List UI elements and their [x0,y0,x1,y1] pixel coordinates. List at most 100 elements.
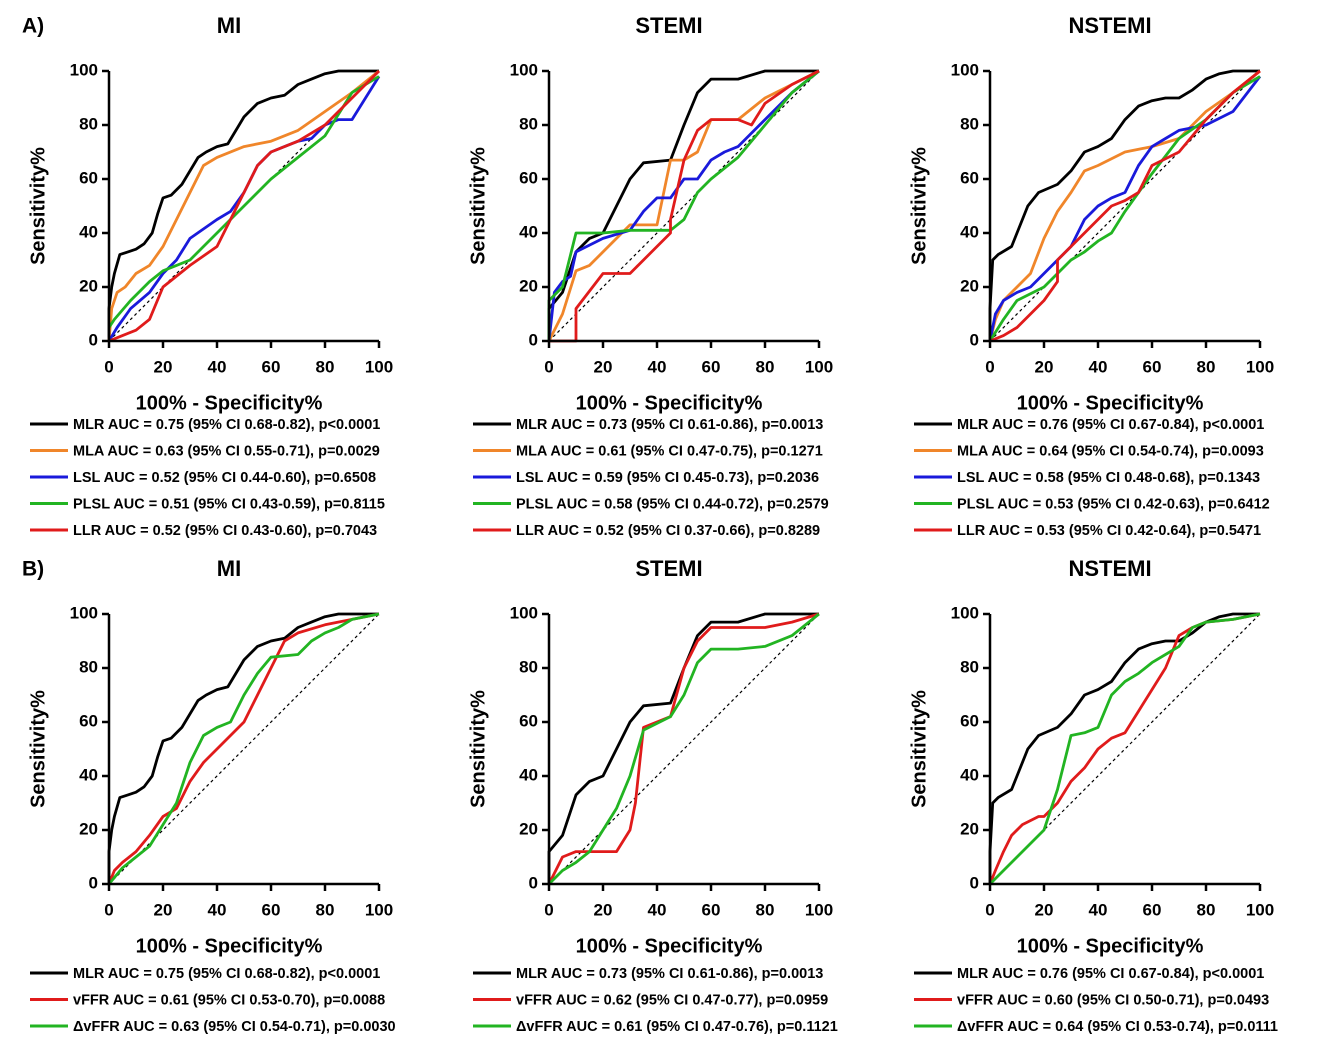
legend-label: vFFR AUC = 0.61 (95% CI 0.53-0.70), p=0.… [73,992,385,1008]
legend-label: MLR AUC = 0.75 (95% CI 0.68-0.82), p<0.0… [73,417,380,433]
x-tick-label: 0 [104,900,113,919]
panel-label: A) [22,15,44,38]
roc-curve [107,612,379,884]
y-tick-label: 60 [79,168,98,187]
y-axis-label: Sensitivity% [467,147,489,265]
y-axis-label: Sensitivity% [908,147,930,265]
y-tick-label: 100 [951,603,979,622]
x-tick-label: 100 [805,357,833,376]
roc-curve [107,75,380,329]
legend-label: LSL AUC = 0.58 (95% CI 0.48-0.68), p=0.1… [957,470,1260,486]
y-tick-label: 40 [519,765,538,784]
x-axis-label: 100% - Specificity% [136,935,323,957]
chart-title: NSTEMI [1068,13,1151,38]
reference-line [989,70,1261,342]
x-tick-label: 0 [544,900,553,919]
legend-label: LLR AUC = 0.52 (95% CI 0.37-0.66), p=0.8… [516,523,820,539]
y-tick-label: 100 [951,60,979,79]
reference-line [108,613,380,885]
roc-curve [989,69,1261,343]
legend-label: LLR AUC = 0.53 (95% CI 0.42-0.64), p=0.5… [957,523,1261,539]
x-axis-label: 100% - Specificity% [1017,935,1204,957]
y-tick-label: 20 [519,276,538,295]
x-tick-label: 100 [1246,900,1274,919]
roc-curve [547,69,820,342]
roc-curve [547,612,820,885]
y-tick-label: 20 [79,819,98,838]
x-tick-label: 60 [1143,357,1162,376]
legend-label: MLR AUC = 0.73 (95% CI 0.61-0.86), p=0.0… [516,417,823,433]
x-axis-label: 100% - Specificity% [1017,392,1204,414]
x-tick-label: 20 [154,900,173,919]
reference-line [548,70,820,342]
y-tick-label: 40 [519,222,538,241]
y-tick-label: 0 [970,330,979,349]
chart-title: MI [217,556,241,581]
legend-label: MLA AUC = 0.64 (95% CI 0.54-0.74), p=0.0… [957,443,1264,459]
chart-title: STEMI [635,13,702,38]
chart-title: MI [217,13,241,38]
roc-curve [547,612,819,884]
y-tick-label: 20 [79,276,98,295]
legend-label: PLSL AUC = 0.53 (95% CI 0.42-0.63), p=0.… [957,496,1270,512]
y-tick-label: 60 [519,168,538,187]
roc-curve [107,612,380,885]
x-tick-label: 0 [544,357,553,376]
x-tick-label: 60 [262,900,281,919]
x-tick-label: 100 [1246,357,1274,376]
x-tick-label: 60 [1143,900,1162,919]
legend-label: LSL AUC = 0.52 (95% CI 0.44-0.60), p=0.6… [73,470,376,486]
x-tick-label: 80 [756,357,775,376]
chart-title: STEMI [635,556,702,581]
x-tick-label: 100 [365,357,393,376]
y-tick-label: 60 [79,711,98,730]
roc-curve [107,69,379,341]
x-tick-label: 0 [985,357,994,376]
y-tick-label: 40 [79,765,98,784]
x-tick-label: 60 [702,900,721,919]
roc-curve [107,612,380,885]
x-axis-label: 100% - Specificity% [576,392,763,414]
chart-title: NSTEMI [1068,556,1151,581]
x-tick-label: 40 [208,900,227,919]
x-axis-label: 100% - Specificity% [136,392,323,414]
legend-label: PLSL AUC = 0.51 (95% CI 0.43-0.59), p=0.… [73,496,385,512]
x-tick-label: 40 [1089,357,1108,376]
y-axis-label: Sensitivity% [27,147,49,265]
y-tick-label: 0 [529,873,538,892]
y-tick-label: 0 [529,330,538,349]
roc-curve [549,69,820,343]
x-tick-label: 40 [208,357,227,376]
y-tick-label: 0 [89,873,98,892]
legend-label: LLR AUC = 0.52 (95% CI 0.43-0.60), p=0.7… [73,523,377,539]
legend-label: MLA AUC = 0.63 (95% CI 0.55-0.71), p=0.0… [73,443,380,459]
legend-label: vFFR AUC = 0.62 (95% CI 0.47-0.77), p=0.… [516,992,828,1008]
y-axis-label: Sensitivity% [467,690,489,808]
y-tick-label: 40 [960,222,979,241]
x-tick-label: 80 [316,900,335,919]
x-tick-label: 80 [1197,357,1216,376]
y-tick-label: 100 [510,603,538,622]
x-tick-label: 80 [756,900,775,919]
y-tick-label: 60 [519,711,538,730]
x-tick-label: 60 [262,357,281,376]
roc-curve [547,69,820,342]
roc-curve [108,70,380,343]
y-axis-label: Sensitivity% [908,690,930,808]
legend-label: vFFR AUC = 0.60 (95% CI 0.50-0.71), p=0.… [957,992,1269,1008]
y-axis-label: Sensitivity% [27,690,49,808]
y-tick-label: 40 [79,222,98,241]
y-tick-label: 80 [79,657,98,676]
x-tick-label: 60 [702,357,721,376]
x-tick-label: 20 [594,900,613,919]
roc-curve [988,75,1262,342]
x-axis-label: 100% - Specificity% [576,935,763,957]
y-tick-label: 80 [79,114,98,133]
x-tick-label: 0 [104,357,113,376]
x-tick-label: 40 [648,900,667,919]
y-tick-label: 20 [960,276,979,295]
roc-curve [988,69,1261,342]
y-tick-label: 80 [960,657,979,676]
x-tick-label: 100 [805,900,833,919]
